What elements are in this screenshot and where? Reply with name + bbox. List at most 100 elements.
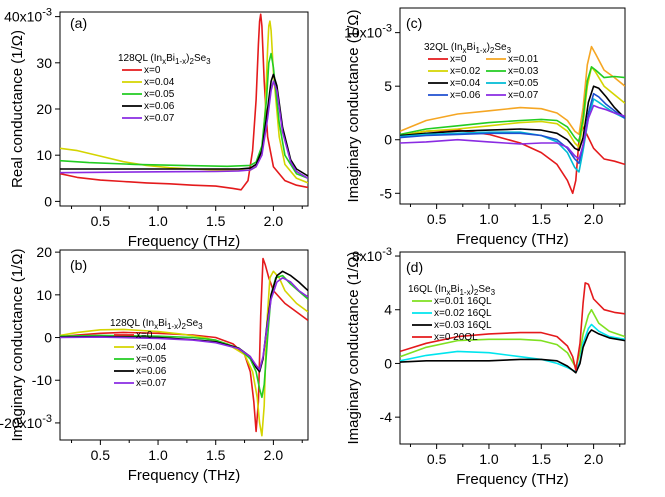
- y-tick-label: 30: [36, 55, 52, 71]
- y-tick-label: 0: [384, 355, 392, 371]
- x-tick-label: 0.5: [427, 211, 447, 227]
- legend-item: x=0.07: [122, 113, 175, 124]
- series-group: [60, 13, 308, 191]
- series-line: [60, 276, 308, 371]
- x-tick-label: 1.5: [532, 211, 552, 227]
- legend-title-part: Se: [478, 284, 491, 295]
- x-tick-label: 2.0: [584, 451, 604, 467]
- y-tick-label: 20: [36, 101, 52, 117]
- legend-item: x=0.01: [486, 54, 539, 65]
- series-line: [400, 98, 625, 173]
- legend-item: x=0 20QL: [412, 332, 478, 343]
- panel-label: (b): [70, 257, 87, 273]
- y-tick-label: 10: [36, 147, 52, 163]
- legend-item: x=0.02: [428, 66, 481, 77]
- y-tick-label: -5: [380, 185, 393, 201]
- legend-title-sub: 3: [507, 46, 512, 55]
- legend-item: x=0.04: [122, 77, 175, 88]
- legend-item: x=0.03: [486, 66, 539, 77]
- series-line: [400, 282, 625, 372]
- legend-label: x=0: [144, 65, 161, 76]
- y-tick-label: 10x10-3: [344, 23, 392, 41]
- legend-title-part: ): [178, 318, 181, 329]
- legend-item: x=0.01 16QL: [412, 296, 492, 307]
- y-tick-label-base: -20x10: [0, 415, 42, 431]
- legend-label: x=0.01 16QL: [434, 296, 492, 307]
- y-tick-exponent: -3: [42, 413, 52, 425]
- legend-label: x=0 20QL: [434, 332, 478, 343]
- x-tick-label: 1.5: [206, 447, 226, 463]
- series-line: [400, 104, 625, 160]
- x-axis-title: Frequency (THz): [456, 471, 569, 488]
- series-line: [400, 308, 625, 369]
- legend-item: x=0.05: [114, 354, 167, 365]
- legend-item: x=0.06: [428, 90, 481, 101]
- legend-title: 16QL (InxBi1-x)2Se3: [408, 284, 496, 297]
- legend-label: x=0.02 16QL: [434, 308, 492, 319]
- x-tick-label: 2.0: [264, 447, 284, 463]
- y-tick-label-base: 8x10: [352, 248, 383, 264]
- legend-title-part: ): [186, 53, 189, 64]
- y-tick-label: 8x10-3: [352, 246, 392, 264]
- legend-item: x=0.03 16QL: [412, 320, 492, 331]
- legend-title: 32QL (InxBi1-x)2Se3: [424, 42, 512, 55]
- series-line: [60, 257, 308, 433]
- legend-label: x=0.05: [508, 78, 539, 89]
- legend-item: x=0.07: [486, 90, 539, 101]
- legend-title-sub: 2: [474, 288, 479, 297]
- legend-title-part: Se: [494, 42, 507, 53]
- x-tick-label: 1.0: [148, 447, 168, 463]
- legend-label: x=0: [450, 54, 467, 65]
- legend-label: x=0.07: [136, 378, 167, 389]
- y-axis-title: Imaginary conductance (1/Ω): [345, 10, 362, 203]
- series-line: [400, 66, 625, 148]
- plot-frame: [399, 251, 626, 445]
- x-tick-label: 1.5: [532, 451, 552, 467]
- legend-label: x=0.04: [450, 78, 481, 89]
- series-line: [60, 274, 308, 399]
- y-tick-label-base: 40x10: [4, 9, 42, 25]
- legend-title-part: Se: [186, 318, 199, 329]
- legend-item: x=0.05: [122, 89, 175, 100]
- panel-b: 0.5 1.0 1.5 2.0 -20x10-3 -10 0 10 20 Frequency (T…: [0, 244, 309, 484]
- x-axis-title: Frequency (THz): [456, 231, 569, 248]
- series-line: [400, 66, 625, 143]
- panel-c: 0.5 1.0 1.5 2.0 -5 0 5 10x10-3 Frequency (THz) Im…: [344, 7, 626, 248]
- series-line: [400, 329, 625, 374]
- legend-title-sub: x: [154, 322, 158, 331]
- legend-item: x=0: [428, 54, 467, 65]
- x-tick-label: 1.0: [148, 213, 168, 229]
- legend-title-sub: 3: [206, 57, 211, 66]
- legend-label: x=0.07: [508, 90, 539, 101]
- legend-title-part: 16QL (In: [408, 284, 447, 295]
- legend-label: x=0.06: [144, 101, 175, 112]
- series-group: [400, 45, 625, 195]
- legend-item: x=0.05: [486, 78, 539, 89]
- x-tick-label: 0.5: [91, 447, 111, 463]
- panel-label: (d): [406, 259, 423, 275]
- legend-title: 128QL (InxBi1-x)2Se3: [110, 318, 203, 331]
- series-line: [60, 80, 308, 179]
- x-tick-label: 0.5: [427, 451, 447, 467]
- y-axis-title: Imaginary conductance (1/Ω): [9, 249, 26, 442]
- legend-label: x=0.01: [508, 54, 539, 65]
- legend-item: x=0.04: [428, 78, 481, 89]
- plot-frame: [59, 11, 309, 207]
- legend-item: x=0.02 16QL: [412, 308, 492, 319]
- x-tick-label: 1.0: [479, 211, 499, 227]
- y-tick-label: 10: [36, 287, 52, 303]
- y-tick-label: 40x10-3: [4, 7, 52, 25]
- y-tick-label: -4: [380, 409, 393, 425]
- legend-label: x=0.03 16QL: [434, 320, 492, 331]
- series-line: [60, 13, 308, 191]
- series-line: [400, 85, 625, 152]
- panel-label: (a): [70, 15, 87, 31]
- legend-title-sub: 2: [189, 57, 194, 66]
- y-tick-label: 4: [384, 302, 392, 318]
- legend-title-sub: 1-x: [475, 46, 486, 55]
- series-line: [400, 92, 625, 165]
- legend-item: x=0.06: [122, 101, 175, 112]
- x-tick-label: 0.5: [91, 213, 111, 229]
